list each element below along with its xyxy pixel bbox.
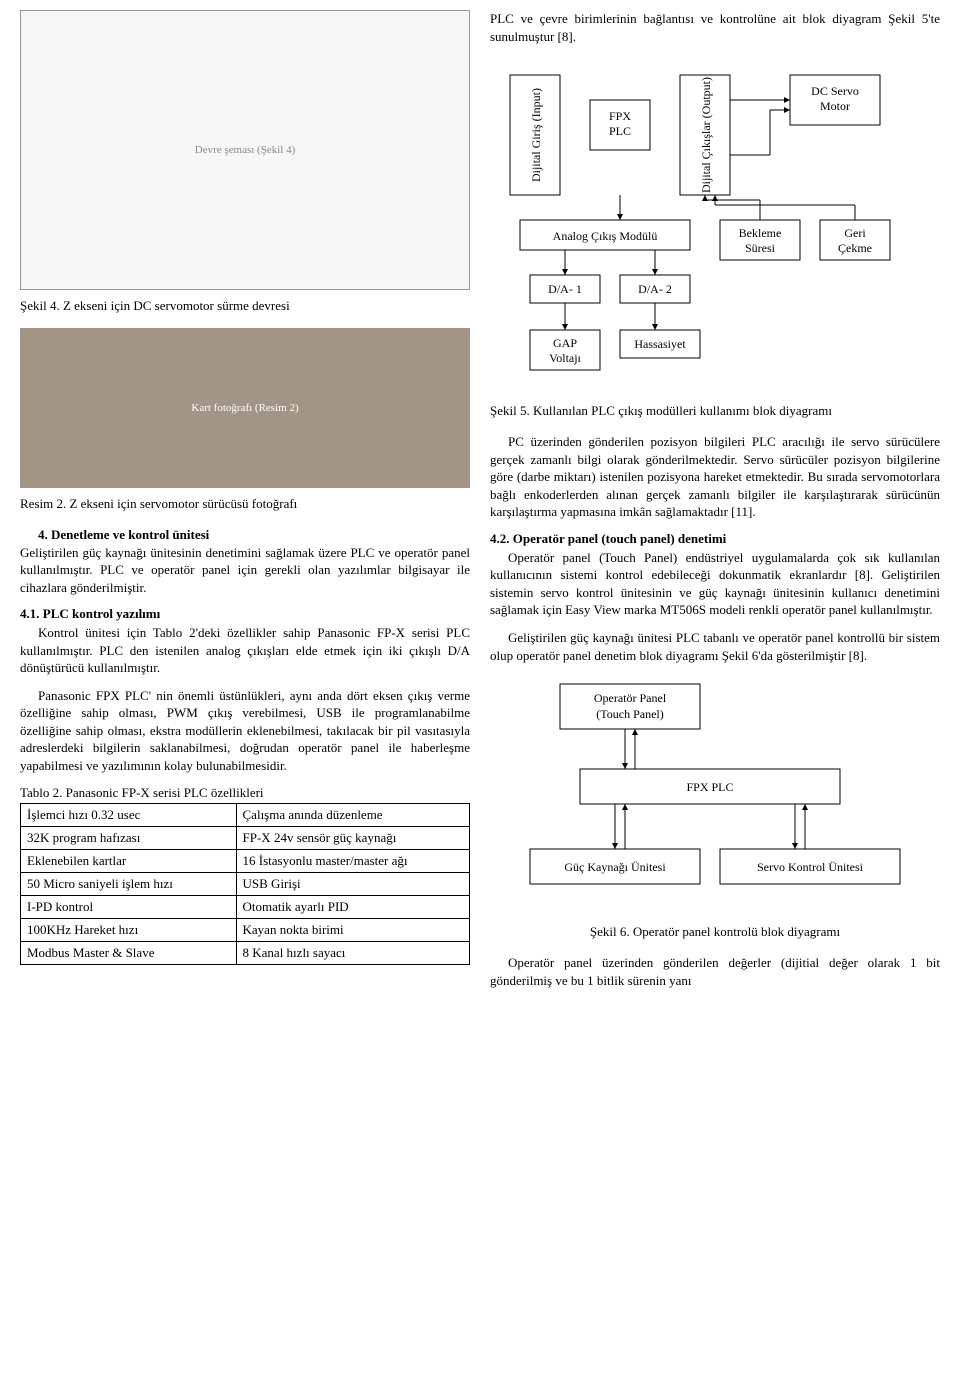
left-column: Devre şeması (Şekil 4) Şekil 4. Z ekseni… — [20, 10, 470, 999]
d2-fpx: FPX PLC — [686, 780, 733, 794]
caption-sekil4: Şekil 4. Z ekseni için DC servomotor sür… — [20, 298, 470, 314]
section-4-para: 4. Denetleme ve kontrol ünitesi Geliştir… — [20, 526, 470, 596]
table-cell: I-PD kontrol — [21, 895, 237, 918]
figure-photo-placeholder: Kart fotoğrafı (Resim 2) — [20, 328, 470, 488]
table-cell: 16 İstasyonlu master/master ağı — [236, 849, 469, 872]
diagram-sekil6-svg: Operatör Panel (Touch Panel) FPX PLC Güç… — [490, 674, 930, 924]
table-cell: 32K program hafızası — [21, 826, 237, 849]
d2-servo: Servo Kontrol Ünitesi — [757, 860, 864, 874]
section-42-para-a: Operatör panel (Touch Panel) endüstriyel… — [490, 549, 940, 619]
table-cell: FP-X 24v sensör güç kaynağı — [236, 826, 469, 849]
d2-op1: Operatör Panel — [594, 691, 667, 705]
table-row: 50 Micro saniyeli işlem hızıUSB Girişi — [21, 872, 470, 895]
svg-text:Süresi: Süresi — [745, 241, 776, 255]
svg-text:Çekme: Çekme — [838, 241, 872, 255]
last-para: Operatör panel üzerinden gönderilen değe… — [490, 954, 940, 989]
d2-guc: Güç Kaynağı Ünitesi — [564, 860, 666, 874]
table-cell: 8 Kanal hızlı sayacı — [236, 941, 469, 964]
section-4-heading: 4. Denetleme ve kontrol ünitesi — [38, 527, 209, 542]
section-4-text: Geliştirilen güç kaynağı ünitesinin dene… — [20, 545, 470, 595]
table2-title: Tablo 2. Panasonic FP-X serisi PLC özell… — [20, 785, 470, 801]
diagram-sekil5: Dijital Giriş (Input) FPX PLC Dijital Çı… — [490, 55, 940, 395]
d1-gap1: GAP — [553, 336, 577, 350]
d1-input: Dijital Giriş (Input) — [529, 88, 543, 182]
svg-text:Motor: Motor — [820, 99, 850, 113]
page-columns: Devre şeması (Şekil 4) Şekil 4. Z ekseni… — [20, 10, 940, 999]
table-cell: Eklenebilen kartlar — [21, 849, 237, 872]
intro-para: PLC ve çevre birimlerinin bağlantısı ve … — [490, 10, 940, 45]
caption-resim2: Resim 2. Z ekseni için servomotor sürücü… — [20, 496, 470, 512]
table-cell: Modbus Master & Slave — [21, 941, 237, 964]
circuit-placeholder-label: Devre şeması (Şekil 4) — [195, 144, 296, 156]
d2-op2: (Touch Panel) — [596, 707, 663, 721]
d1-da1: D/A- 1 — [548, 282, 582, 296]
pc-para: PC üzerinden gönderilen pozisyon bilgile… — [490, 433, 940, 521]
table-cell: USB Girişi — [236, 872, 469, 895]
table-row: İşlemci hızı 0.32 usecÇalışma anında düz… — [21, 803, 470, 826]
caption-sekil5: Şekil 5. Kullanılan PLC çıkış modülleri … — [490, 403, 940, 419]
d1-analog: Analog Çıkış Modülü — [553, 229, 658, 243]
table-row: 32K program hafızasıFP-X 24v sensör güç … — [21, 826, 470, 849]
caption-sekil6: Şekil 6. Operatör panel kontrolü blok di… — [490, 924, 940, 940]
table-cell: 100KHz Hareket hızı — [21, 918, 237, 941]
section-42-heading: 4.2. Operatör panel (touch panel) deneti… — [490, 531, 940, 547]
table-cell: 50 Micro saniyeli işlem hızı — [21, 872, 237, 895]
d1-gap2: Voltajı — [549, 351, 581, 365]
svg-text:FPX: FPX — [609, 109, 631, 123]
right-column: PLC ve çevre birimlerinin bağlantısı ve … — [490, 10, 940, 999]
table-row: 100KHz Hareket hızıKayan nokta birimi — [21, 918, 470, 941]
table-cell: Kayan nokta birimi — [236, 918, 469, 941]
figure-circuit-placeholder: Devre şeması (Şekil 4) — [20, 10, 470, 290]
table-cell: Çalışma anında düzenleme — [236, 803, 469, 826]
table-cell: Otomatik ayarlı PID — [236, 895, 469, 918]
svg-text:DC Servo: DC Servo — [811, 84, 859, 98]
svg-text:Bekleme: Bekleme — [739, 226, 782, 240]
svg-text:Geri: Geri — [844, 226, 866, 240]
d1-has: Hassasiyet — [634, 337, 686, 351]
diagram-sekil6: Operatör Panel (Touch Panel) FPX PLC Güç… — [490, 674, 940, 924]
d1-output: Dijital Çıkışlar (Output) — [699, 77, 713, 193]
section-41-para-a: Kontrol ünitesi için Tablo 2'deki özelli… — [20, 624, 470, 677]
d1-da2: D/A- 2 — [638, 282, 672, 296]
table-cell: İşlemci hızı 0.32 usec — [21, 803, 237, 826]
section-41-para-b: Panasonic FPX PLC' nin önemli üstünlükle… — [20, 687, 470, 775]
svg-text:PLC: PLC — [609, 124, 631, 138]
photo-placeholder-label: Kart fotoğrafı (Resim 2) — [191, 402, 298, 414]
table-row: Modbus Master & Slave8 Kanal hızlı sayac… — [21, 941, 470, 964]
section-41-heading: 4.1. PLC kontrol yazılımı — [20, 606, 470, 622]
section-42-para-b: Geliştirilen güç kaynağı ünitesi PLC tab… — [490, 629, 940, 664]
table-row: I-PD kontrolOtomatik ayarlı PID — [21, 895, 470, 918]
table-row: Eklenebilen kartlar16 İstasyonlu master/… — [21, 849, 470, 872]
diagram-sekil5-svg: Dijital Giriş (Input) FPX PLC Dijital Çı… — [490, 55, 930, 395]
table2: İşlemci hızı 0.32 usecÇalışma anında düz… — [20, 803, 470, 965]
